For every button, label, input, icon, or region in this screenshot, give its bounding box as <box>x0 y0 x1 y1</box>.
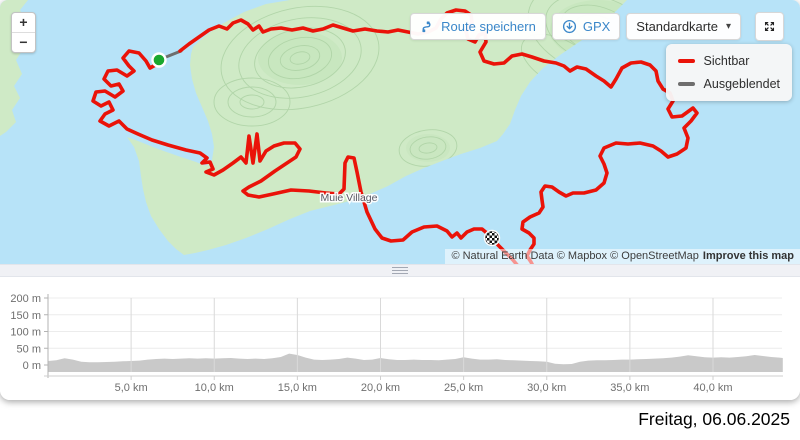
legend-item-hidden: Ausgeblendet <box>677 77 780 91</box>
route-planner-window: Muie Village + − Route speichern <box>0 0 800 400</box>
svg-text:100 m: 100 m <box>10 327 41 339</box>
panel-divider <box>0 264 800 277</box>
svg-text:150 m: 150 m <box>10 310 41 322</box>
map-graphic: Muie Village <box>0 0 800 264</box>
date-label: Freitag, 06.06.2025 <box>638 409 790 429</box>
svg-text:30,0 km: 30,0 km <box>527 382 566 394</box>
west-coast-landmass <box>0 0 28 136</box>
route-icon <box>420 19 435 34</box>
map-style-label: Standardkarte <box>636 19 718 34</box>
svg-text:200 m: 200 m <box>10 293 41 305</box>
legend-visible-label: Sichtbar <box>703 54 750 68</box>
gpx-label: GPX <box>582 19 611 34</box>
svg-text:40,0 km: 40,0 km <box>693 382 732 394</box>
svg-text:0 m: 0 m <box>23 360 41 372</box>
download-icon <box>562 19 577 34</box>
svg-text:35,0 km: 35,0 km <box>610 382 649 394</box>
finish-marker[interactable] <box>483 229 501 247</box>
resize-handle[interactable] <box>392 267 408 274</box>
elevation-panel: 200 m 150 m 100 m 50 m 0 m 5,0 km 10,0 km 15,0 … <box>0 277 800 400</box>
route-legend: Sichtbar Ausgeblendet <box>665 44 792 101</box>
svg-text:15,0 km: 15,0 km <box>278 382 317 394</box>
map-attribution: © Natural Earth Data © Mapbox © OpenStre… <box>445 249 800 264</box>
zoom-out-button[interactable]: − <box>12 32 35 52</box>
svg-text:25,0 km: 25,0 km <box>444 382 483 394</box>
elevation-profile-chart: 200 m 150 m 100 m 50 m 0 m 5,0 km 10,0 km 15,0 … <box>10 293 783 394</box>
chevron-down-icon: ▾ <box>725 20 731 32</box>
map-canvas[interactable]: Muie Village + − Route speichern <box>0 0 800 264</box>
legend-item-visible: Sichtbar <box>677 54 780 68</box>
svg-text:50 m: 50 m <box>17 343 41 355</box>
map-style-dropdown[interactable]: Standardkarte ▾ <box>626 13 741 40</box>
fullscreen-button[interactable] <box>755 12 784 41</box>
gpx-download-button[interactable]: GPX <box>551 13 621 40</box>
map-toolbar: Route speichern GPX Standardkarte ▾ <box>410 12 784 41</box>
map-label-village: Muie Village <box>320 192 377 204</box>
svg-text:10,0 km: 10,0 km <box>195 382 234 394</box>
attribution-text: © Natural Earth Data © Mapbox © OpenStre… <box>451 250 699 262</box>
zoom-in-button[interactable]: + <box>19 14 28 30</box>
legend-hidden-label: Ausgeblendet <box>703 77 780 91</box>
expand-icon <box>762 19 777 34</box>
save-route-label: Route speichern <box>441 19 536 34</box>
map-zoom-control: + − <box>11 12 36 53</box>
hidden-line-swatch <box>677 82 695 86</box>
svg-text:5,0 km: 5,0 km <box>115 382 148 394</box>
visible-line-swatch <box>677 59 695 63</box>
route-visible-path-west[interactable] <box>91 49 519 264</box>
save-route-button[interactable]: Route speichern <box>410 13 546 40</box>
start-marker[interactable] <box>151 52 167 68</box>
improve-map-link[interactable]: Improve this map <box>702 250 794 262</box>
svg-text:20,0 km: 20,0 km <box>361 382 400 394</box>
route-visible-path-east[interactable] <box>178 8 699 264</box>
